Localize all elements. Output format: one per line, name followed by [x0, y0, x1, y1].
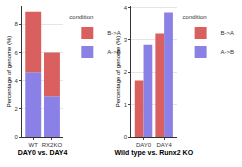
svg-text:6: 6 — [14, 50, 18, 56]
svg-text:DAY0: DAY0 — [136, 142, 152, 148]
svg-text:Wild type vs. Runx2 KO: Wild type vs. Runx2 KO — [115, 149, 194, 157]
svg-text:0: 0 — [14, 134, 18, 140]
svg-text:DAY0 vs. DAY4: DAY0 vs. DAY4 — [18, 149, 68, 156]
svg-text:RX2KO: RX2KO — [42, 142, 63, 148]
svg-text:A->B: A->B — [107, 49, 121, 55]
svg-text:A->B: A->B — [221, 49, 235, 55]
svg-text:DAY4: DAY4 — [157, 142, 173, 148]
svg-text:4: 4 — [14, 78, 18, 84]
svg-text:WT: WT — [29, 142, 39, 148]
svg-text:condition: condition — [69, 14, 93, 20]
svg-text:4: 4 — [124, 5, 128, 11]
svg-text:Percentage of genome (%): Percentage of genome (%) — [115, 36, 121, 108]
svg-text:8: 8 — [14, 21, 18, 27]
svg-text:2: 2 — [124, 69, 128, 75]
svg-text:3: 3 — [124, 37, 128, 43]
svg-text:1: 1 — [124, 102, 128, 108]
svg-text:2: 2 — [14, 106, 18, 112]
svg-text:B->A: B->A — [221, 30, 235, 36]
svg-text:condition: condition — [183, 14, 207, 20]
svg-text:Percentage of genome (%): Percentage of genome (%) — [6, 36, 12, 108]
svg-text:B->A: B->A — [107, 30, 121, 36]
svg-text:0: 0 — [124, 134, 128, 140]
